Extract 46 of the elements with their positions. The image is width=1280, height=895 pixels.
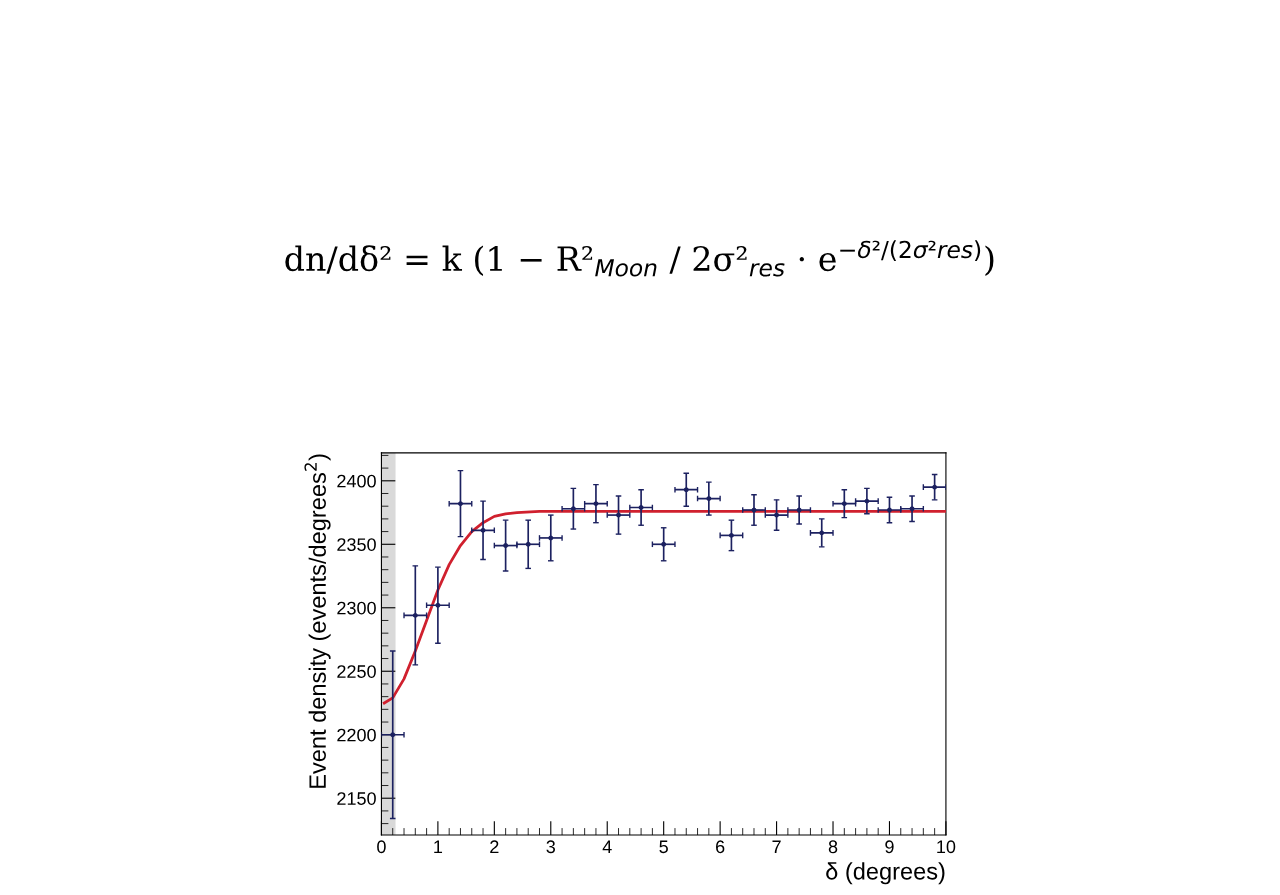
point: [728, 532, 734, 538]
point: [774, 512, 780, 518]
point: [503, 543, 509, 548]
point: [909, 506, 915, 512]
x-tick-label: 2: [490, 840, 499, 853]
point: [593, 501, 599, 507]
point: [525, 541, 531, 547]
x-tick-label: 8: [828, 840, 838, 854]
point: [864, 498, 870, 504]
x-tick-label: 1: [434, 840, 443, 853]
point: [412, 612, 418, 618]
y-tick-label: 2150: [337, 792, 376, 805]
point: [706, 496, 712, 502]
y-tick-label: 2350: [337, 538, 376, 551]
x-tick-label: 0: [377, 840, 386, 854]
x-tick-label: 6: [716, 840, 725, 854]
x-axis-title: δ (degrees): [826, 862, 945, 885]
point: [435, 602, 441, 608]
point: [932, 484, 938, 490]
y-axis-title: Event density (events/degrees$^{2}$): [304, 454, 331, 788]
point: [683, 487, 689, 493]
x-tick-label: 10: [937, 840, 956, 854]
y-tick-label: 2400: [337, 474, 376, 488]
x-tick-label: 4: [602, 840, 612, 853]
text: dn/dδ² = k (1 − R²$_{Moon}$ / 2σ²$_{res}$ · e$^{−δ²/(2σ²res)}$): [285, 240, 994, 277]
point: [887, 507, 892, 513]
point: [841, 501, 847, 507]
point: [458, 501, 463, 507]
y-tick-label: 2250: [337, 665, 376, 678]
x-tick-label: 3: [546, 840, 556, 854]
x-tick-label: 5: [659, 840, 668, 854]
line-series: [382, 509, 946, 705]
point: [548, 535, 554, 541]
point: [751, 507, 757, 513]
point: [616, 512, 621, 518]
x-tick-label: 9: [885, 840, 894, 854]
point: [638, 505, 644, 510]
point: [480, 527, 486, 533]
point: [570, 506, 576, 512]
y-tick-label: 2200: [337, 728, 376, 742]
point: [661, 541, 667, 547]
y-tick-label: 2300: [337, 601, 376, 615]
x-tick-label: 7: [772, 840, 781, 853]
point: [796, 507, 802, 513]
point: [819, 530, 825, 536]
point: [390, 732, 396, 738]
